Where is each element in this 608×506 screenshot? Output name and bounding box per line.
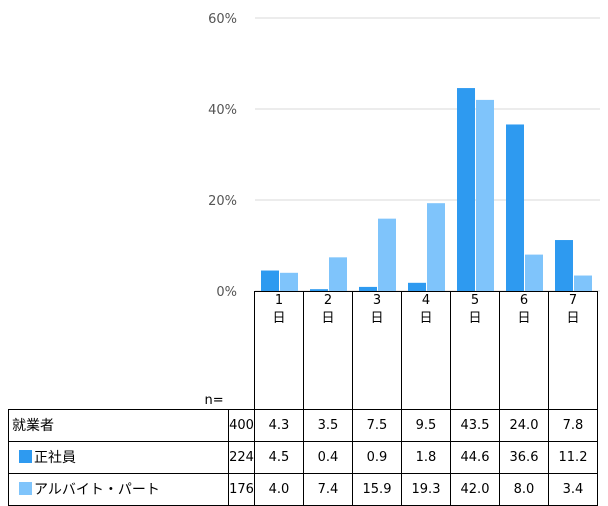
table-cell: 7.5 xyxy=(352,408,402,442)
bar-seishain-2 xyxy=(310,289,328,291)
row-label-text: アルバイト・パート xyxy=(34,482,160,498)
table-cell: 8.0 xyxy=(499,472,549,506)
table-row: アルバイト・パート 176 4.0 7.4 15.9 19.3 42.0 8.0 3.4 xyxy=(8,472,598,506)
row-label: 就業者 xyxy=(8,408,229,442)
bar-seishain-4 xyxy=(408,282,426,291)
bar-seishain-1 xyxy=(261,270,279,291)
row-label-text: 就業者 xyxy=(12,418,54,434)
y-tick-label: 40% xyxy=(208,103,237,118)
legend-swatch xyxy=(19,450,32,463)
table-row: 就業者 400 4.3 3.5 7.5 9.5 43.5 24.0 7.8 xyxy=(8,408,598,442)
n-value: 176 xyxy=(228,472,255,506)
table-cell: 3.4 xyxy=(548,472,598,506)
table-cell: 42.0 xyxy=(450,472,500,506)
bar-seishain-5 xyxy=(457,88,475,291)
y-tick-label: 20% xyxy=(208,194,237,209)
table-cell: 7.8 xyxy=(548,408,598,442)
table-cell: 4.5 xyxy=(254,440,304,474)
table-cell: 24.0 xyxy=(499,408,549,442)
table-cell: 0.9 xyxy=(352,440,402,474)
table-cell: 43.5 xyxy=(450,408,500,442)
bar-seishain-7 xyxy=(555,240,573,291)
bar-part-1 xyxy=(280,272,298,291)
bar-part-3 xyxy=(378,218,396,291)
bar-chart: 0% 20% 40% 60% xyxy=(208,12,600,300)
bar-seishain-6 xyxy=(506,124,524,291)
table-cell: 4.0 xyxy=(254,472,304,506)
table-cell: 1.8 xyxy=(401,440,451,474)
table-cell: 3.5 xyxy=(303,408,353,442)
table-cell: 44.6 xyxy=(450,440,500,474)
row-label-text: 正社員 xyxy=(34,450,76,466)
bar-part-7 xyxy=(574,275,592,291)
bar-seishain-3 xyxy=(359,286,377,291)
y-tick-label: 60% xyxy=(208,12,237,27)
y-tick-label: 0% xyxy=(216,285,237,300)
n-label: n= xyxy=(204,392,224,408)
bar-part-2 xyxy=(329,257,347,291)
n-value: 400 xyxy=(228,408,255,442)
table-cell: 36.6 xyxy=(499,440,549,474)
n-value: 224 xyxy=(228,440,255,474)
bar-part-4 xyxy=(427,203,445,291)
table-row: 正社員 224 4.5 0.4 0.9 1.8 44.6 36.6 11.2 xyxy=(8,440,598,474)
table-cell: 9.5 xyxy=(401,408,451,442)
legend-swatch xyxy=(19,482,32,495)
y-axis-tick-labels: 0% 20% 40% 60% xyxy=(208,12,237,300)
bar-part-6 xyxy=(525,254,543,291)
bars xyxy=(261,88,592,292)
bar-part-5 xyxy=(476,99,494,292)
row-label: アルバイト・パート xyxy=(8,472,229,506)
row-label: 正社員 xyxy=(8,440,229,474)
table-cell: 19.3 xyxy=(401,472,451,506)
table-cell: 0.4 xyxy=(303,440,353,474)
table-cell: 4.3 xyxy=(254,408,304,442)
table-cell: 11.2 xyxy=(548,440,598,474)
data-table: n= 1 日 2 日 3 日 4 日 5 日 6 日 7 日就業者 400 4.3 3.5 7.5 9.5 43.5 24… xyxy=(8,291,598,506)
table-cell: 15.9 xyxy=(352,472,402,506)
table-cell: 7.4 xyxy=(303,472,353,506)
